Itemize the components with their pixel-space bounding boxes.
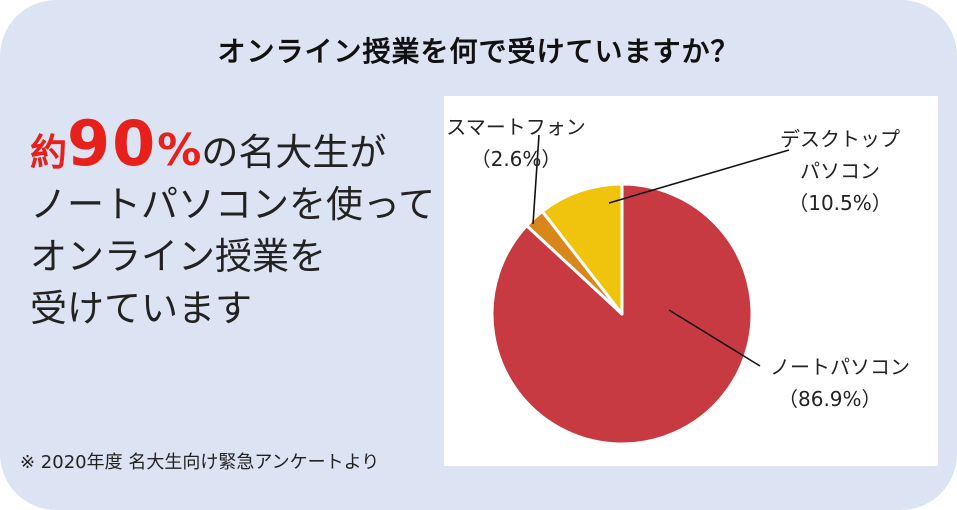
slice-name-label-1: スマートフォン	[446, 115, 585, 139]
leader-line-0	[668, 309, 761, 367]
leader-line-1	[532, 134, 540, 225]
headline-percent: %	[157, 125, 202, 176]
slice-value-label-2: （10.5%）	[788, 191, 892, 215]
slice-name-label-0: ノートパソコン	[770, 355, 910, 379]
headline-line-4: 受けています	[30, 287, 252, 330]
pie-chart-panel: ノートパソコン （86.9%） スマートフォン （2.6%） デスクトップ パソコン （10…	[444, 96, 938, 466]
headline-line-3: オンライン授業を	[30, 235, 326, 278]
headline-line1-rest: の名大生が	[201, 131, 387, 174]
headline-prefix: 約	[30, 131, 67, 174]
slice-name-label-2: デスクトップ	[780, 127, 900, 151]
leader-line-2	[608, 149, 790, 204]
slice-value-label-1: （2.6%）	[471, 147, 562, 171]
slice-name-label-2: パソコン	[800, 159, 880, 183]
headline-line-2: ノートパソコンを使って	[30, 183, 436, 226]
source-note: ※ 2020年度 名大生向け緊急アンケートより	[20, 452, 380, 473]
pie-slice-2	[540, 182, 624, 316]
headline: 約90%の名大生が ノートパソコンを使って オンライン授業を 受けています	[30, 113, 440, 335]
slice-value-label-0: （86.9%）	[778, 387, 882, 411]
headline-number: 90	[67, 107, 158, 180]
page-title: オンライン授業を何で受けていますか？	[217, 35, 740, 68]
headline-line-1: 約90%の名大生が	[30, 113, 440, 179]
